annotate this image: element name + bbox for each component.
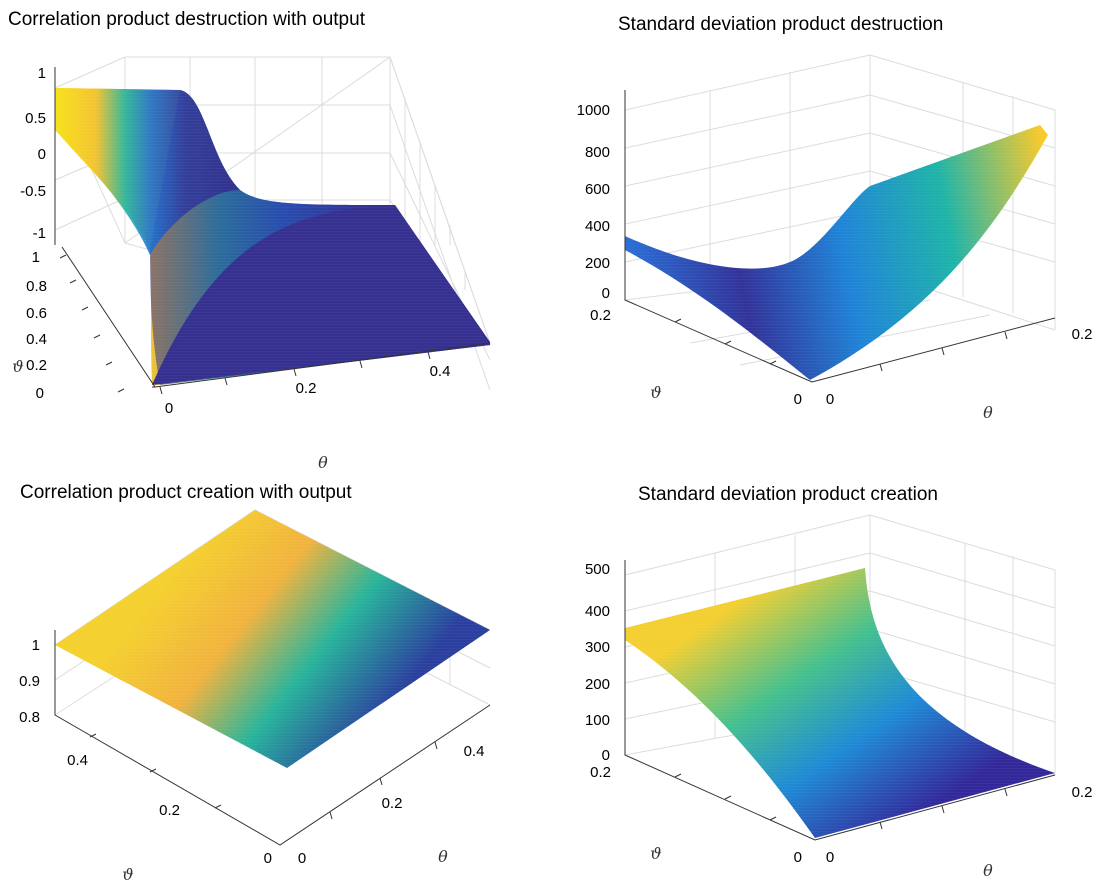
chart-3-xtick: 0 <box>298 850 306 867</box>
chart-1-ztick: 1 <box>38 65 46 82</box>
panel-1: Correlation product destruction with out… <box>8 9 491 472</box>
chart-1-ztick: -1 <box>33 225 46 242</box>
chart-2-ztick: 0 <box>602 285 610 302</box>
chart-3-ztick: 0.9 <box>19 673 40 690</box>
chart-4-ztick: 400 <box>585 603 610 620</box>
chart-3-xtick: 0.2 <box>382 795 403 812</box>
chart-4-ytick: 0 <box>794 849 802 866</box>
chart-3-ytick: 0 <box>264 850 272 867</box>
chart-2-ylabel: ϑ <box>650 383 661 402</box>
chart-4-ztick: 100 <box>585 712 610 729</box>
chart-4-xlabel: θ <box>983 861 993 880</box>
chart-4-xtick: 0 <box>826 849 834 866</box>
chart-1-xticks: 0 0.2 0.4 <box>159 351 451 417</box>
chart-4-xticks: 0 0.2 <box>826 784 1093 866</box>
chart-1-ylabel: ϑ <box>12 357 23 376</box>
chart-1-zticks: 1 0.5 0 -0.5 -1 <box>20 65 46 242</box>
chart-2-zticks: 1000 800 600 400 200 0 <box>577 102 610 302</box>
chart-3-ztick: 1 <box>32 637 40 654</box>
chart-2-xtick: 0.2 <box>1072 326 1093 343</box>
chart-4-ztick: 0 <box>602 747 610 764</box>
chart-2-title: Standard deviation product destruction <box>618 14 943 35</box>
chart-1-ytick: 0.2 <box>26 357 47 374</box>
chart-1-ytick: 0.8 <box>26 278 47 295</box>
chart-4-xtick: 0.2 <box>1072 784 1093 801</box>
chart-2-xticks: 0 0.2 <box>826 326 1093 408</box>
chart-1-ztick: 0.5 <box>25 110 46 127</box>
chart-2-ytick: 0.2 <box>590 307 611 324</box>
chart-2-ztick: 400 <box>585 218 610 235</box>
chart-3-yticks: 0 0.2 0.4 <box>67 752 272 867</box>
chart-3-title: Correlation product creation with output <box>20 482 352 503</box>
chart-2-ztick: 1000 <box>577 102 610 119</box>
chart-1-xlabel: θ <box>318 453 328 472</box>
chart-1-ytick: 0.4 <box>26 331 47 348</box>
chart-4-ztick: 300 <box>585 639 610 656</box>
chart-2-ytick: 0 <box>794 391 802 408</box>
chart-1-xtick: 0.4 <box>430 363 451 380</box>
chart-4-ztick: 500 <box>585 561 610 578</box>
chart-1-ytick: 1 <box>32 249 40 266</box>
chart-4-title: Standard deviation product creation <box>638 484 938 505</box>
chart-2-xtick: 0 <box>826 391 834 408</box>
chart-1-yticks: 0 0.2 0.4 0.6 0.8 1 <box>26 249 125 402</box>
chart-2-ztick: 800 <box>585 144 610 161</box>
chart-4-ylabel: ϑ <box>650 844 661 863</box>
chart-3-xticks: 0 0.2 0.4 <box>298 743 485 867</box>
chart-1-title: Correlation product destruction with out… <box>8 9 366 30</box>
chart-3-ytick: 0.2 <box>159 802 180 819</box>
chart-1-ytick: 0.6 <box>26 305 47 322</box>
chart-1-ytick: 0 <box>36 385 44 402</box>
chart-3-zticks: 1 0.9 0.8 <box>19 637 40 726</box>
chart-1-ztick: 0 <box>38 146 46 163</box>
panel-3: Correlation product creation with output… <box>19 482 491 883</box>
chart-1-xtick: 0.2 <box>296 380 317 397</box>
chart-2-xlabel: θ <box>983 403 993 422</box>
chart-4-zticks: 500 400 300 200 100 0 <box>585 561 610 764</box>
panel-4: Standard deviation product creation 500 … <box>585 484 1092 880</box>
chart-2-yticks: 0 0.2 <box>590 307 802 408</box>
chart-3-ytick: 0.4 <box>67 752 88 769</box>
chart-3-ztick: 0.8 <box>19 709 40 726</box>
chart-2-ztick: 200 <box>585 255 610 272</box>
chart-3-xtick: 0.4 <box>464 743 485 760</box>
panel-2: Standard deviation product destruction 1… <box>577 14 1093 422</box>
chart-3-ylabel: ϑ <box>122 865 133 883</box>
chart-4-ytick: 0.2 <box>590 764 611 781</box>
chart-4-yticks: 0 0.2 <box>590 764 802 866</box>
chart-1-xtick: 0 <box>165 400 173 417</box>
chart-3-xlabel: θ <box>438 847 448 866</box>
chart-2-ztick: 600 <box>585 181 610 198</box>
chart-4-ztick: 200 <box>585 676 610 693</box>
chart-1-ztick: -0.5 <box>20 183 46 200</box>
